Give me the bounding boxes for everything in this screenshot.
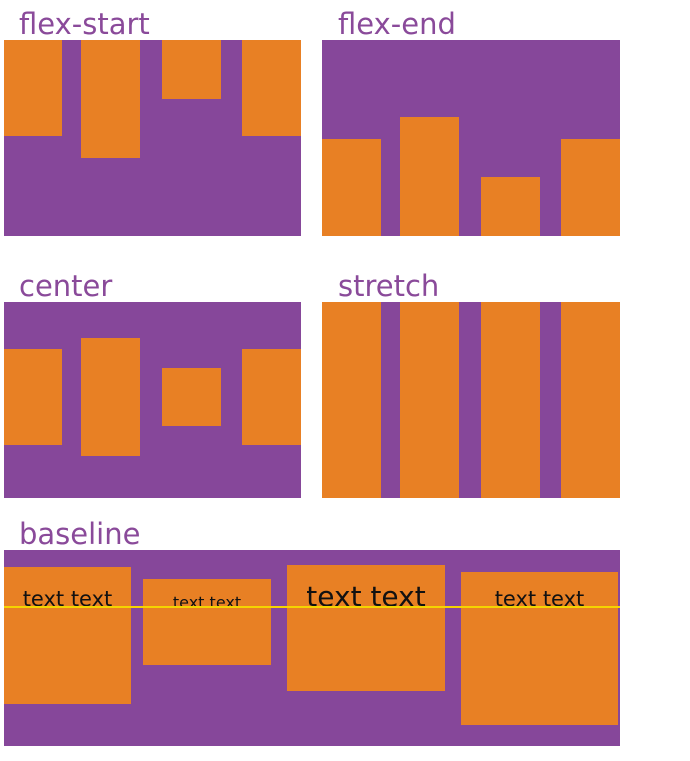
flex-end-item-2: [400, 117, 459, 236]
center-item-4: [242, 349, 301, 445]
center-item-2: [81, 338, 140, 456]
baseline-item-4: text text: [461, 572, 618, 725]
baseline-item-2-text: text text: [172, 593, 242, 612]
flex-end-item-4: [561, 139, 620, 236]
label-flex-start: flex-start: [19, 7, 150, 41]
center-item-1: [4, 349, 62, 445]
flex-end-container: [322, 40, 620, 236]
center-container: [4, 302, 301, 498]
baseline-guide-line: [4, 606, 620, 608]
flex-end-item-1: [322, 139, 381, 236]
label-flex-end: flex-end: [338, 7, 456, 41]
flex-start-item-2: [81, 40, 140, 158]
flex-start-item-4: [242, 40, 301, 136]
flex-start-item-1: [4, 40, 62, 136]
flex-end-item-3: [481, 177, 540, 236]
stretch-container: [322, 302, 620, 498]
baseline-item-1: text text: [4, 567, 131, 704]
flex-start-container: [4, 40, 301, 236]
center-item-3: [162, 368, 221, 426]
baseline-item-3: text text: [287, 565, 445, 691]
stretch-item-4: [561, 302, 620, 498]
baseline-item-2: text text: [143, 579, 271, 665]
stretch-item-2: [400, 302, 459, 498]
stretch-item-1: [322, 302, 381, 498]
label-baseline: baseline: [19, 517, 141, 551]
baseline-item-3-text: text text: [306, 580, 426, 613]
flex-start-item-3: [162, 40, 221, 99]
label-stretch: stretch: [338, 269, 440, 303]
baseline-container: text text text text text text text text: [4, 550, 620, 746]
stretch-item-3: [481, 302, 540, 498]
label-center: center: [19, 269, 113, 303]
